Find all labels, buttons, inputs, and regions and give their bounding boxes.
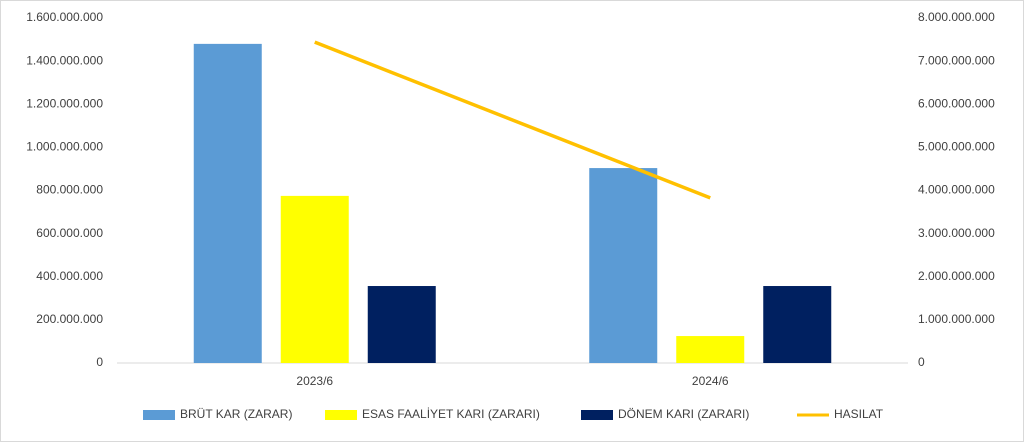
bar [676,336,745,363]
y2-tick-label: 6.000.000.000 [918,96,995,110]
bar [763,286,832,363]
legend-label: DÖNEM KARI (ZARARI) [618,407,749,421]
legend-label: BRÜT KAR (ZARAR) [180,407,292,421]
y-tick-label: 1.200.000.000 [26,96,103,110]
y2-tick-label: 5.000.000.000 [918,140,995,154]
legend-label: HASILAT [834,407,884,421]
y2-tick-label: 0 [918,355,925,369]
y-tick-label: 0 [96,355,103,369]
bar [193,43,262,363]
y2-tick-label: 8.000.000.000 [918,10,995,24]
y-tick-label: 600.000.000 [36,226,103,240]
y-tick-label: 1.600.000.000 [26,10,103,24]
y2-tick-label: 1.000.000.000 [918,312,995,326]
y-tick-label: 1.400.000.000 [26,53,103,67]
y-tick-label: 1.000.000.000 [26,140,103,154]
y-tick-label: 200.000.000 [36,312,103,326]
x-tick-label: 2024/6 [692,374,729,388]
line-series [314,40,711,200]
y-tick-label: 400.000.000 [36,269,103,283]
y2-tick-label: 4.000.000.000 [918,183,995,197]
legend-swatch [143,410,175,420]
legend-swatch [325,410,357,420]
legend-label: ESAS FAALİYET KARI (ZARARI) [362,407,540,421]
y2-tick-label: 7.000.000.000 [918,53,995,67]
y-tick-label: 800.000.000 [36,183,103,197]
bar [589,168,658,363]
legend-swatch [581,410,613,420]
bar [280,195,349,363]
y2-tick-label: 3.000.000.000 [918,226,995,240]
x-tick-label: 2023/6 [296,374,333,388]
bar [367,286,436,363]
y2-tick-label: 2.000.000.000 [918,269,995,283]
